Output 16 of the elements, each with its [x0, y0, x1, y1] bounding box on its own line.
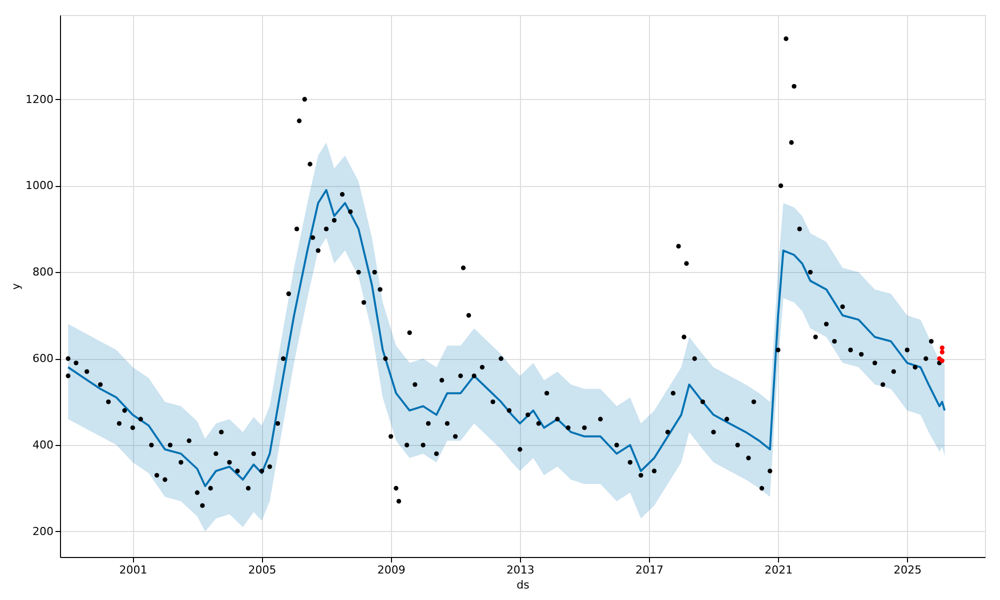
x-tick-label: 2017 — [636, 564, 664, 576]
x-tick-label: 2021 — [764, 564, 793, 576]
y-tick-label: 600 — [32, 352, 54, 366]
y-tick-label: 400 — [32, 438, 54, 452]
x-tick-label: 2005 — [248, 564, 276, 576]
line-series — [67, 189, 946, 488]
y-axis-title: y — [10, 282, 23, 290]
x-tick-label: 2025 — [894, 564, 922, 576]
x-axis-title: ds — [516, 578, 530, 592]
x-tick-label: 2013 — [506, 564, 534, 576]
y-tick-label: 800 — [32, 266, 54, 279]
y-tick-label: 1000 — [26, 179, 54, 192]
y-tick-label: 200 — [32, 525, 54, 538]
x-tick-label: 2001 — [119, 564, 148, 576]
x-tick-label: 2009 — [377, 564, 406, 576]
y-tick-label: 1200 — [26, 92, 54, 106]
